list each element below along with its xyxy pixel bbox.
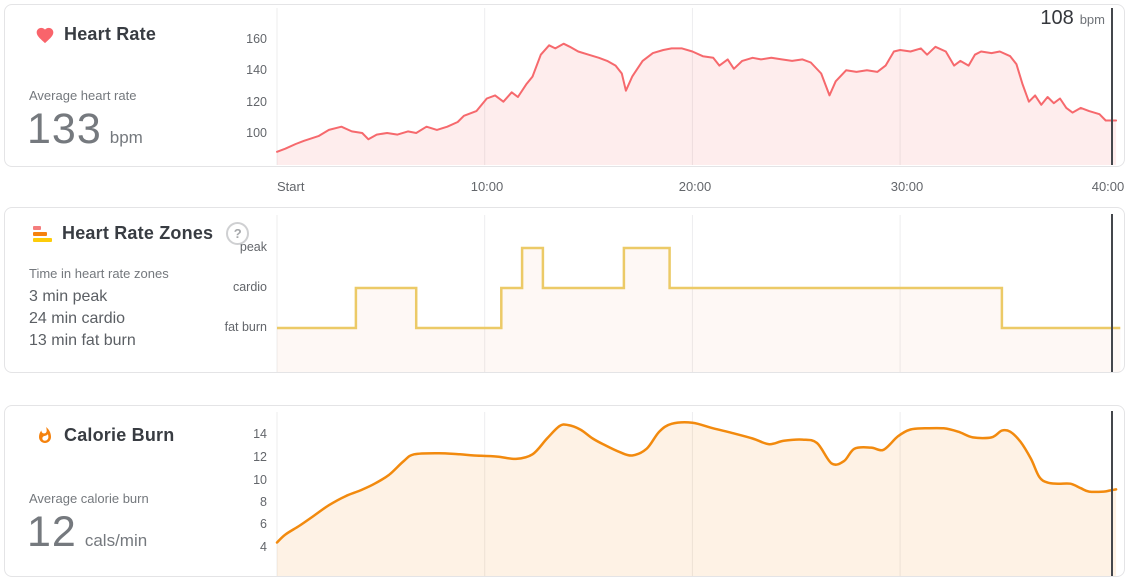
calorie-burn-chart[interactable] xyxy=(270,412,1121,576)
zones-icon-bar-peak xyxy=(33,225,41,230)
zones-stat-fatburn: 13 min fat burn xyxy=(29,332,136,349)
calorie-stat-unit: cals/min xyxy=(84,531,148,550)
calorie-gridlines xyxy=(276,412,901,576)
heart-rate-zones-card: Heart Rate Zones ? Time in heart rate zo… xyxy=(4,207,1125,373)
calorie-stat-value: 12 xyxy=(27,508,77,556)
zones-stat-lines: 3 min peak 24 min cardio 13 min fat burn xyxy=(29,286,136,352)
cal-ytick-4: 4 xyxy=(260,540,267,554)
xaxis-label-10: 10:00 xyxy=(470,179,504,194)
heart-icon xyxy=(35,25,55,45)
zones-step-line xyxy=(277,246,1121,330)
xaxis-label-20: 20:00 xyxy=(678,179,712,194)
flame-icon xyxy=(35,426,55,446)
heart-rate-zones-chart[interactable] xyxy=(270,215,1121,372)
hr-cursor-line xyxy=(1111,8,1113,165)
calorie-area xyxy=(277,422,1117,576)
hr-ytick-120: 120 xyxy=(246,95,267,109)
heart-rate-zones-icon xyxy=(33,225,53,242)
heart-rate-stat-unit: bpm xyxy=(109,128,143,147)
heart-rate-zones-title: Heart Rate Zones xyxy=(62,223,214,243)
heart-rate-area xyxy=(277,43,1117,165)
cal-ytick-10: 10 xyxy=(253,473,267,487)
cal-ytick-12: 12 xyxy=(253,450,267,464)
zones-icon-bar-cardio xyxy=(33,231,47,236)
heart-rate-line xyxy=(276,42,1118,153)
calorie-burn-header: Calorie Burn xyxy=(35,425,174,446)
zones-area xyxy=(277,248,1121,372)
xaxis-label-40: 40:00 xyxy=(1091,179,1125,194)
hr-ytick-140: 140 xyxy=(246,63,267,77)
calorie-burn-title: Calorie Burn xyxy=(64,425,175,445)
heart-rate-chart[interactable] xyxy=(270,8,1121,165)
zone-label-fatburn: fat burn xyxy=(224,320,267,334)
cal-ytick-6: 6 xyxy=(260,517,267,531)
heart-rate-stat-label: Average heart rate xyxy=(29,88,137,103)
calorie-burn-card: Calorie Burn Average calorie burn 12 cal… xyxy=(4,405,1125,577)
heart-rate-stat: 133 bpm xyxy=(27,105,143,154)
zones-icon-bar-fatburn xyxy=(33,237,52,242)
calorie-cursor-line xyxy=(1111,411,1113,576)
hr-cursor-unit: bpm xyxy=(1079,12,1105,27)
hr-ytick-100: 100 xyxy=(246,126,267,140)
zones-cursor-line xyxy=(1111,214,1113,372)
zones-stat-label: Time in heart rate zones xyxy=(29,266,169,281)
hr-cursor-readout: 108 bpm xyxy=(1040,7,1105,30)
heart-rate-card: Heart Rate Average heart rate 133 bpm xyxy=(4,4,1125,167)
heart-rate-gridlines xyxy=(276,8,901,165)
calorie-line xyxy=(275,421,1118,544)
hr-cursor-value: 108 xyxy=(1040,7,1074,29)
zones-stat-peak: 3 min peak xyxy=(29,288,108,305)
calorie-stat-label: Average calorie burn xyxy=(29,491,149,506)
heart-rate-zones-header: Heart Rate Zones ? xyxy=(33,222,250,245)
zone-label-cardio: cardio xyxy=(232,280,267,294)
zone-label-peak: peak xyxy=(239,240,267,254)
cal-ytick-8: 8 xyxy=(260,495,267,509)
heart-rate-stat-value: 133 xyxy=(27,105,102,153)
xaxis-label-start: Start xyxy=(277,179,305,194)
help-icon[interactable]: ? xyxy=(226,222,250,245)
calorie-stat: 12 cals/min xyxy=(27,508,147,557)
hr-ytick-160: 160 xyxy=(246,32,267,46)
heart-rate-header: Heart Rate xyxy=(35,24,156,45)
zones-gridlines xyxy=(276,215,901,372)
heart-rate-title: Heart Rate xyxy=(64,24,157,44)
xaxis-label-30: 30:00 xyxy=(890,179,924,194)
zones-stat-cardio: 24 min cardio xyxy=(29,310,126,327)
cal-ytick-14: 14 xyxy=(253,427,267,441)
